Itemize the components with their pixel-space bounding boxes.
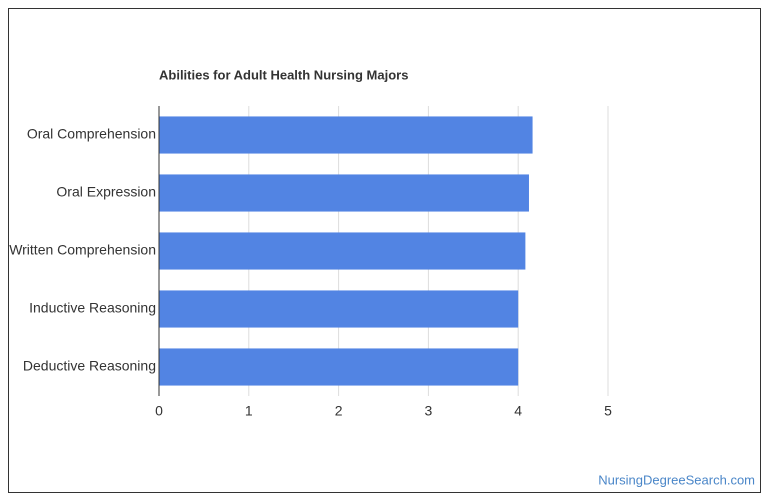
bar — [159, 232, 526, 270]
x-tick-label: 4 — [514, 403, 522, 419]
chart-title: Abilities for Adult Health Nursing Major… — [159, 67, 408, 82]
y-tick-label: Written Comprehension — [9, 242, 156, 258]
x-tick-label: 1 — [245, 403, 253, 419]
y-tick-label: Oral Expression — [56, 184, 156, 200]
bar — [159, 174, 529, 212]
bar — [159, 290, 519, 328]
y-tick-label: Deductive Reasoning — [23, 358, 156, 374]
x-tick-label: 3 — [425, 403, 433, 419]
x-tick-label: 0 — [155, 403, 163, 419]
y-tick-label: Oral Comprehension — [27, 126, 156, 142]
x-tick-label: 2 — [335, 403, 343, 419]
bar — [159, 348, 519, 386]
x-tick-label: 5 — [604, 403, 612, 419]
bar — [159, 116, 533, 154]
watermark[interactable]: NursingDegreeSearch.com — [598, 472, 755, 487]
y-tick-label: Inductive Reasoning — [29, 300, 156, 316]
